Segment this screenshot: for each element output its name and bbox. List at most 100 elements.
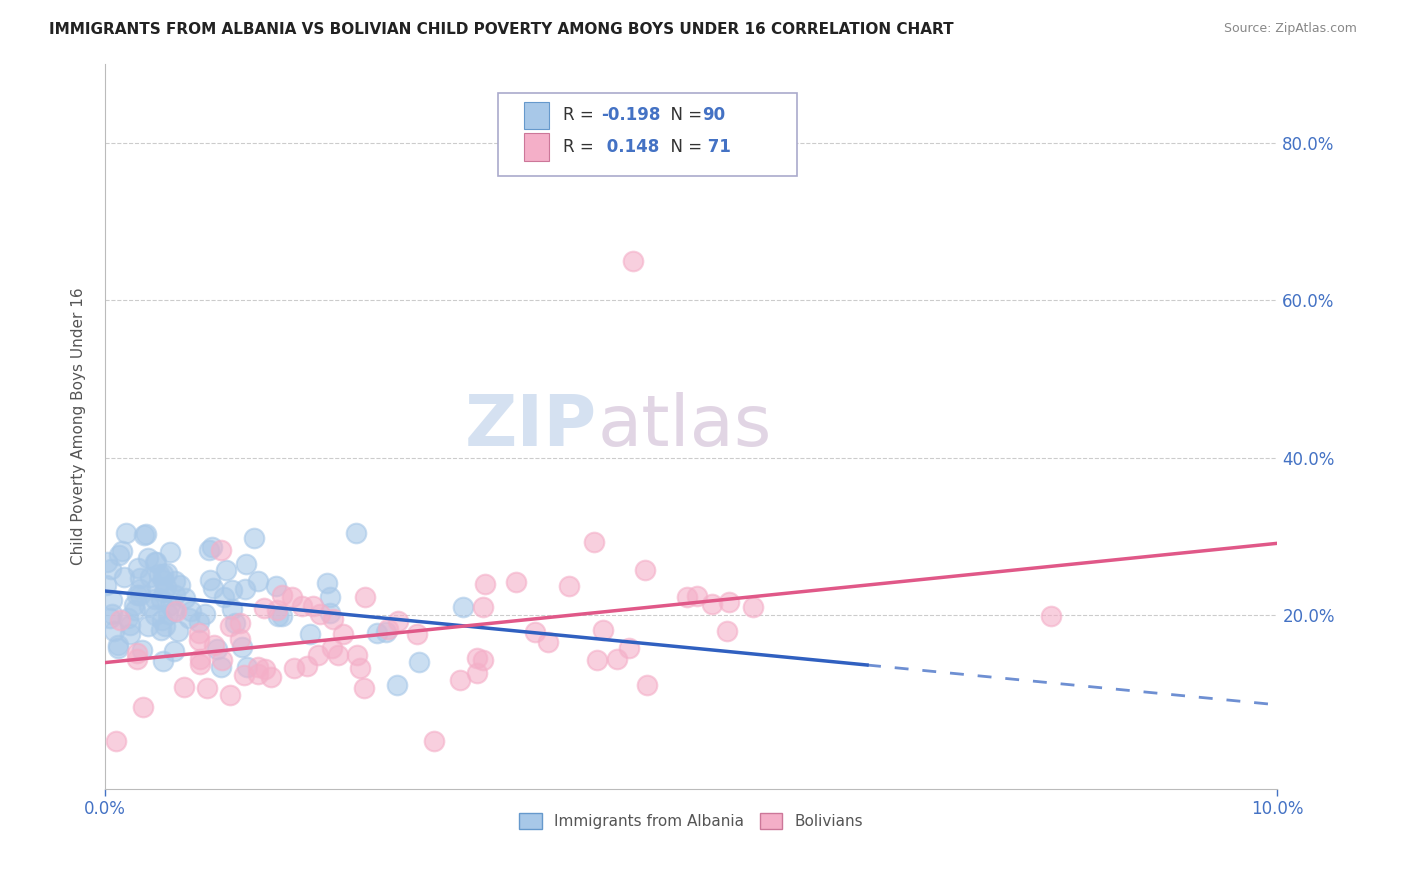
Point [152, 567, 174, 582]
Point [179, 611, 201, 625]
Point [127, 647, 149, 661]
Point [281, 591, 304, 605]
Text: 71: 71 [702, 138, 731, 156]
Point [146, 580, 169, 594]
Point [166, 624, 188, 638]
Point [115, 526, 138, 541]
Point [132, 700, 155, 714]
Point [108, 613, 131, 627]
Point [700, 598, 723, 612]
Point [586, 653, 609, 667]
Point [152, 573, 174, 587]
Y-axis label: Child Poverty Among Boys Under 16: Child Poverty Among Boys Under 16 [72, 287, 86, 566]
Point [405, 626, 427, 640]
Point [173, 680, 195, 694]
Point [209, 542, 232, 557]
Point [449, 673, 471, 687]
Point [634, 563, 657, 577]
Point [231, 640, 253, 655]
Point [471, 599, 494, 614]
Point [118, 618, 141, 632]
Point [387, 614, 409, 628]
Point [180, 604, 202, 618]
Point [716, 624, 738, 638]
Point [423, 734, 446, 748]
Point [163, 588, 186, 602]
Point [98, 611, 121, 625]
Point [254, 662, 277, 676]
Point [143, 607, 166, 622]
Point [150, 591, 173, 606]
Point [219, 618, 242, 632]
Point [143, 555, 166, 569]
Text: 0.148: 0.148 [600, 138, 659, 156]
Point [295, 659, 318, 673]
Point [271, 609, 294, 624]
Point [321, 641, 343, 656]
Point [212, 591, 235, 605]
Point [201, 581, 224, 595]
Point [211, 652, 233, 666]
Point [125, 588, 148, 602]
Point [205, 641, 228, 656]
Point [233, 582, 256, 596]
Point [105, 734, 128, 748]
Point [675, 590, 697, 604]
Point [163, 644, 186, 658]
Point [129, 582, 152, 596]
Point [221, 582, 243, 597]
Point [377, 622, 399, 636]
Point [233, 668, 256, 682]
Point [558, 579, 581, 593]
Point [163, 574, 186, 588]
Point [686, 589, 709, 603]
Point [153, 584, 176, 599]
Point [322, 612, 344, 626]
Point [259, 669, 281, 683]
Point [131, 643, 153, 657]
Point [173, 591, 195, 605]
Point [247, 660, 270, 674]
Point [100, 562, 122, 576]
Point [96, 555, 118, 569]
Point [319, 606, 342, 620]
Point [247, 666, 270, 681]
Point [471, 653, 494, 667]
Point [717, 595, 740, 609]
Point [128, 588, 150, 602]
Point [617, 641, 640, 656]
Legend: Immigrants from Albania, Bolivians: Immigrants from Albania, Bolivians [513, 807, 869, 835]
Point [136, 551, 159, 566]
Text: N =: N = [659, 106, 707, 124]
Point [214, 563, 236, 577]
Point [124, 603, 146, 617]
Point [111, 544, 134, 558]
Point [246, 574, 269, 588]
Point [194, 607, 217, 622]
Point [188, 615, 211, 629]
FancyBboxPatch shape [523, 102, 550, 129]
Point [120, 627, 142, 641]
Point [319, 590, 342, 604]
Point [96, 578, 118, 592]
Point [354, 591, 377, 605]
Point [101, 607, 124, 621]
Point [150, 613, 173, 627]
Point [592, 623, 614, 637]
Point [139, 569, 162, 583]
Point [366, 625, 388, 640]
Point [143, 592, 166, 607]
Point [328, 648, 350, 663]
Text: -0.198: -0.198 [600, 106, 661, 124]
Point [606, 652, 628, 666]
Point [353, 681, 375, 695]
Point [138, 619, 160, 633]
Point [145, 555, 167, 569]
Point [152, 654, 174, 668]
Point [474, 577, 496, 591]
Point [187, 633, 209, 648]
Point [157, 607, 180, 621]
Point [467, 666, 489, 681]
Point [465, 651, 488, 665]
Point [107, 548, 129, 562]
